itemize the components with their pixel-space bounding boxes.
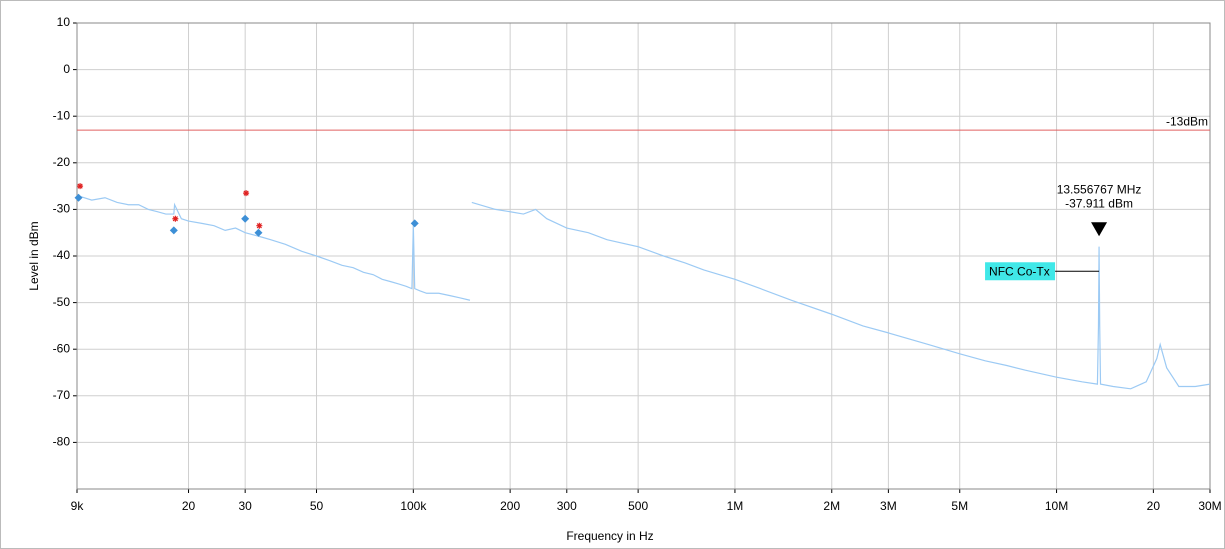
y-axis-title: Level in dBm (27, 221, 41, 290)
x-tick-label: 200 (500, 499, 520, 513)
marker-triangle (1091, 222, 1108, 237)
marker-tag: NFC Co-Tx (989, 264, 1050, 278)
qp-marker (243, 190, 250, 197)
x-tick-label: 3M (880, 499, 897, 513)
x-tick-label: 20 (1147, 499, 1161, 513)
marker-level: -37.911 dBm (1065, 196, 1133, 210)
x-tick-label: 300 (557, 499, 577, 513)
qp-marker (256, 222, 263, 229)
x-tick-label: 100k (400, 499, 427, 513)
x-tick-label: 500 (628, 499, 648, 513)
y-tick-label: 10 (57, 15, 71, 29)
peak-marker (74, 193, 83, 202)
y-tick-label: -50 (53, 295, 71, 309)
qp-marker (172, 215, 179, 222)
x-tick-label: 2M (823, 499, 840, 513)
x-tick-label: 10M (1045, 499, 1068, 513)
x-tick-label: 1M (727, 499, 744, 513)
peak-marker (241, 214, 250, 223)
x-tick-label: 30 (238, 499, 252, 513)
limit-label: -13dBm (1166, 114, 1208, 128)
peak-marker (169, 226, 178, 235)
y-tick-label: -60 (53, 341, 71, 355)
peak-marker (254, 228, 263, 237)
y-tick-label: -20 (53, 155, 71, 169)
plot-area (76, 22, 1211, 490)
x-tick-label: 5M (951, 499, 968, 513)
x-tick-label: 9k (71, 499, 85, 513)
x-axis-title: Frequency in Hz (566, 529, 653, 543)
spectrum-line (76, 194, 1211, 390)
marker-frequency: 13.556767 MHz (1057, 182, 1142, 196)
x-tick-label: 50 (310, 499, 324, 513)
y-tick-label: -40 (53, 248, 71, 262)
qp-marker (77, 183, 84, 190)
y-tick-label: 0 (63, 62, 70, 76)
x-tick-label: 30M (1198, 499, 1221, 513)
y-tick-label: -10 (53, 108, 71, 122)
x-tick-label: 20 (182, 499, 196, 513)
y-tick-label: -70 (53, 388, 71, 402)
marker-tag-box (985, 262, 1056, 281)
y-tick-label: -30 (53, 202, 71, 216)
peak-marker (410, 219, 419, 228)
y-tick-label: -80 (53, 435, 71, 449)
